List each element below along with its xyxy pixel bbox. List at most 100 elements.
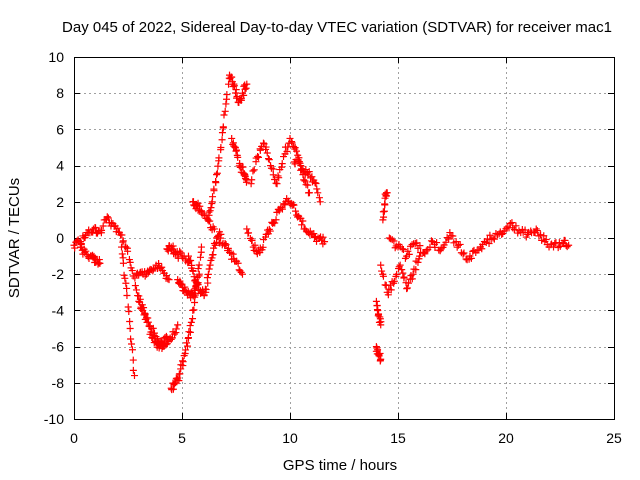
data-point bbox=[221, 107, 229, 115]
data-point-interp bbox=[219, 123, 227, 131]
data-point bbox=[532, 225, 540, 233]
data-point-interp bbox=[206, 207, 214, 215]
data-point-interp bbox=[185, 328, 193, 336]
data-point-interp bbox=[449, 232, 457, 240]
data-point-interp bbox=[123, 292, 131, 300]
data-point-interp bbox=[299, 217, 307, 225]
data-point-interp bbox=[314, 189, 322, 197]
data-point-interp bbox=[176, 247, 184, 255]
data-point-interp bbox=[467, 254, 475, 262]
data-point bbox=[96, 259, 104, 267]
y-axis-title: SDTVAR / TECUs bbox=[6, 178, 23, 298]
data-point-interp bbox=[400, 273, 408, 281]
data-point-interp bbox=[459, 250, 467, 258]
data-point bbox=[383, 189, 391, 197]
data-point bbox=[316, 198, 324, 206]
data-point-interp bbox=[239, 163, 247, 171]
data-point-interp bbox=[128, 346, 136, 354]
data-point bbox=[141, 310, 149, 318]
data-point-interp bbox=[98, 226, 106, 234]
data-point-interp bbox=[121, 274, 129, 282]
data-point-interp bbox=[452, 238, 460, 246]
data-point-interp bbox=[274, 172, 282, 180]
y-tick-label: 4 bbox=[56, 158, 64, 174]
data-point-interp bbox=[469, 247, 477, 255]
data-point-interp bbox=[245, 229, 253, 237]
data-point-interp bbox=[398, 245, 406, 253]
data-point-interp bbox=[186, 322, 194, 330]
data-point-interp bbox=[184, 342, 192, 350]
data-point-interp bbox=[378, 267, 386, 275]
x-tick-label: 0 bbox=[70, 430, 78, 446]
data-point-interp bbox=[234, 259, 242, 267]
data-point-interp bbox=[217, 234, 225, 242]
data-point-interp bbox=[194, 265, 202, 273]
data-point-interp bbox=[540, 232, 548, 240]
data-point-interp bbox=[213, 169, 221, 177]
data-point-interp bbox=[186, 328, 194, 336]
data-point-interp bbox=[512, 222, 520, 230]
data-point-interp bbox=[155, 259, 163, 267]
data-point-interp bbox=[375, 350, 383, 358]
data-point bbox=[210, 225, 218, 233]
data-point-interp bbox=[414, 258, 422, 266]
data-point-interp bbox=[283, 147, 291, 155]
data-point bbox=[176, 370, 184, 378]
data-point-interp bbox=[242, 84, 250, 92]
data-point bbox=[565, 241, 573, 249]
data-point-interp bbox=[387, 286, 395, 294]
y-tick-label: -10 bbox=[44, 411, 64, 427]
data-point-interp bbox=[264, 155, 272, 163]
data-point-interp bbox=[181, 283, 189, 291]
data-point-interp bbox=[262, 143, 270, 151]
data-point-interp bbox=[194, 281, 202, 289]
data-point-interp bbox=[160, 342, 168, 350]
data-point-interp bbox=[234, 153, 242, 161]
data-point bbox=[243, 80, 251, 88]
data-point bbox=[396, 261, 404, 269]
data-point-interp bbox=[214, 233, 222, 241]
data-point-interp bbox=[119, 259, 127, 267]
data-point-interp bbox=[433, 239, 441, 247]
data-point bbox=[489, 234, 497, 242]
chart-title: Day 045 of 2022, Sidereal Day-to-day VTE… bbox=[62, 19, 612, 36]
data-point-interp bbox=[404, 247, 412, 255]
data-point-interp bbox=[190, 306, 198, 314]
data-point-interp bbox=[195, 261, 203, 269]
data-point-interp bbox=[290, 201, 298, 209]
data-point bbox=[238, 270, 246, 278]
data-point-interp bbox=[376, 349, 384, 357]
data-point-interp bbox=[478, 245, 486, 253]
data-point-interp bbox=[291, 144, 299, 152]
data-point bbox=[184, 334, 192, 342]
y-tick-label: 8 bbox=[56, 85, 64, 101]
x-tick-label: 20 bbox=[498, 430, 514, 446]
data-point-interp bbox=[379, 272, 387, 280]
data-point-interp bbox=[563, 243, 571, 251]
x-tick-label: 10 bbox=[282, 430, 298, 446]
data-point-interp bbox=[177, 249, 185, 257]
data-point-interp bbox=[189, 267, 197, 275]
data-point-interp bbox=[232, 146, 240, 154]
data-point-interp bbox=[422, 247, 430, 255]
data-point-interp bbox=[141, 309, 149, 317]
data-point-interp bbox=[179, 358, 187, 366]
data-point-interp bbox=[298, 221, 306, 229]
data-point-interp bbox=[542, 236, 550, 244]
data-point-interp bbox=[288, 139, 296, 147]
data-point bbox=[204, 216, 212, 224]
data-point-interp bbox=[107, 219, 115, 227]
data-point-interp bbox=[182, 346, 190, 354]
data-point-interp bbox=[230, 82, 238, 90]
data-point bbox=[165, 276, 173, 284]
data-point-interp bbox=[251, 241, 259, 249]
data-point-interp bbox=[533, 227, 541, 235]
data-point-interp bbox=[131, 282, 139, 290]
y-tick-label: -8 bbox=[52, 375, 65, 391]
data-point-interp bbox=[405, 250, 413, 258]
data-point bbox=[163, 334, 171, 342]
data-point-interp bbox=[319, 233, 327, 241]
data-point-interp bbox=[120, 271, 128, 279]
data-point-interp bbox=[292, 207, 300, 215]
data-point-interp bbox=[144, 318, 152, 326]
